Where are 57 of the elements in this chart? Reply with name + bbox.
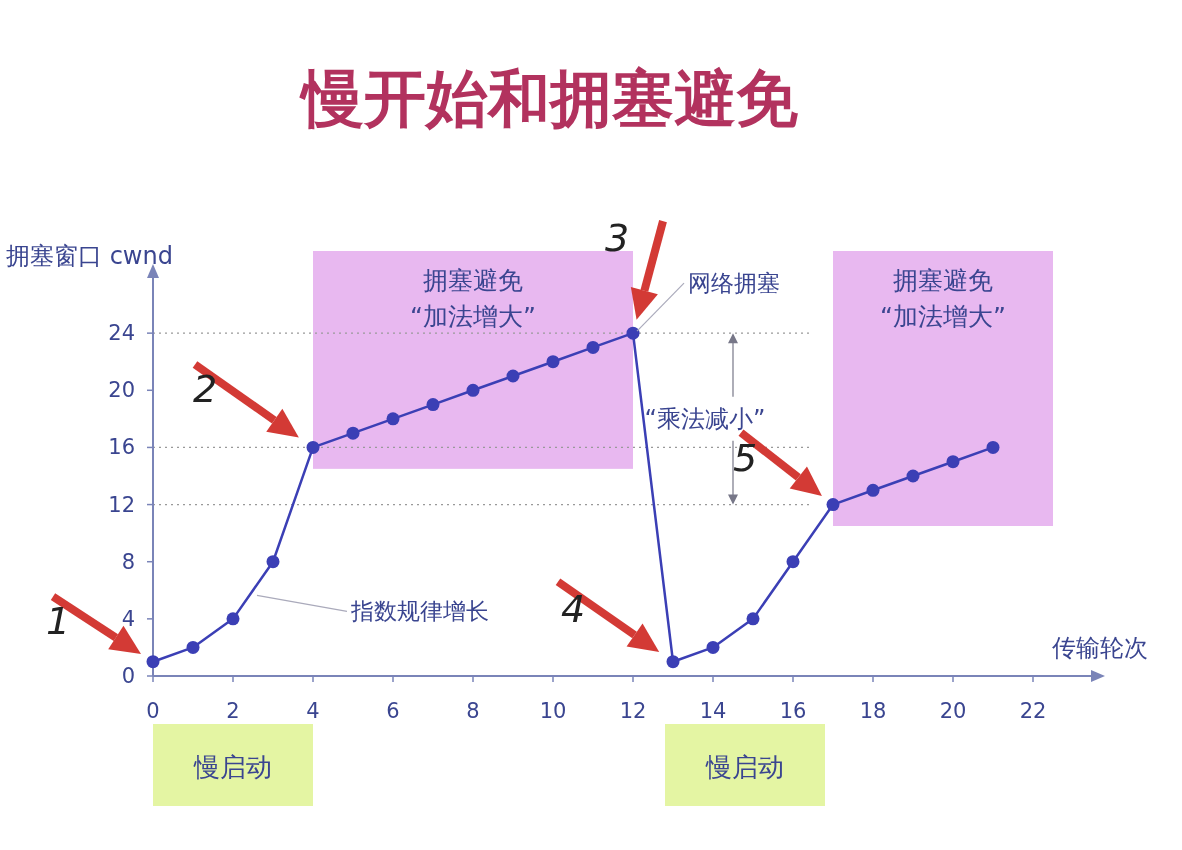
y-tick-label: 12 — [108, 492, 135, 517]
point — [706, 640, 720, 654]
x-tick-label: 14 — [699, 699, 727, 723]
x-tick-label: 2 — [226, 699, 240, 723]
point — [506, 369, 520, 383]
point — [906, 469, 920, 483]
x-tick-label: 20 — [939, 699, 967, 723]
annotation: 4 — [560, 586, 586, 631]
y-tick-label: 8 — [121, 549, 135, 574]
y-tick-label: 0 — [121, 664, 135, 688]
x-tick-label: 4 — [306, 699, 320, 723]
point — [306, 440, 320, 454]
y-tick-label: 24 — [108, 321, 135, 346]
annotation: 网络拥塞 — [688, 270, 780, 297]
point — [266, 555, 280, 569]
point — [946, 455, 960, 469]
band: 拥塞避免 “加法增大” — [313, 251, 633, 469]
annotation: 5 — [732, 435, 758, 480]
x-tick-label: 8 — [466, 699, 480, 723]
x-tick-label: 10 — [539, 699, 567, 723]
annotation: 1 — [45, 598, 71, 643]
point — [866, 483, 880, 497]
point — [546, 355, 560, 369]
point — [426, 398, 440, 412]
chart-title: 慢开始和拥塞避免 — [299, 62, 798, 135]
y-axis-title: 拥塞窗口 cwnd — [6, 242, 173, 270]
x-tick-label: 6 — [386, 699, 400, 723]
point — [986, 440, 1000, 454]
band: 拥塞避免 “加法增大” — [833, 251, 1053, 526]
band-label: 拥塞避免 “加法增大” — [410, 266, 536, 331]
annotation: “乘法减小” — [644, 404, 766, 433]
point — [386, 412, 400, 426]
text: 慢启动 — [193, 752, 272, 782]
point — [466, 383, 480, 397]
x-tick-label: 18 — [859, 699, 887, 723]
point — [146, 655, 160, 669]
point — [226, 612, 240, 626]
y-tick-label: 16 — [108, 435, 135, 460]
x-tick-label: 0 — [146, 699, 160, 723]
annotation: 指数规律增长 — [350, 598, 489, 625]
point — [586, 340, 600, 354]
x-axis-title: 传输轮次 — [1052, 634, 1148, 662]
point — [786, 555, 800, 569]
y-tick-label: 4 — [121, 606, 135, 631]
x-tick-label: 12 — [619, 699, 647, 723]
x-tick-label: 16 — [779, 699, 807, 723]
x-tick-label: 22 — [1019, 699, 1047, 723]
point — [626, 326, 640, 340]
point — [826, 498, 840, 512]
y-tick-label: 20 — [108, 378, 135, 403]
point — [746, 612, 760, 626]
band-label: 拥塞避免 “加法增大” — [880, 266, 1006, 331]
point — [666, 655, 680, 669]
annotation: 2 — [192, 367, 218, 412]
point — [186, 640, 200, 654]
point — [346, 426, 360, 440]
text: 慢启动 — [705, 752, 784, 782]
